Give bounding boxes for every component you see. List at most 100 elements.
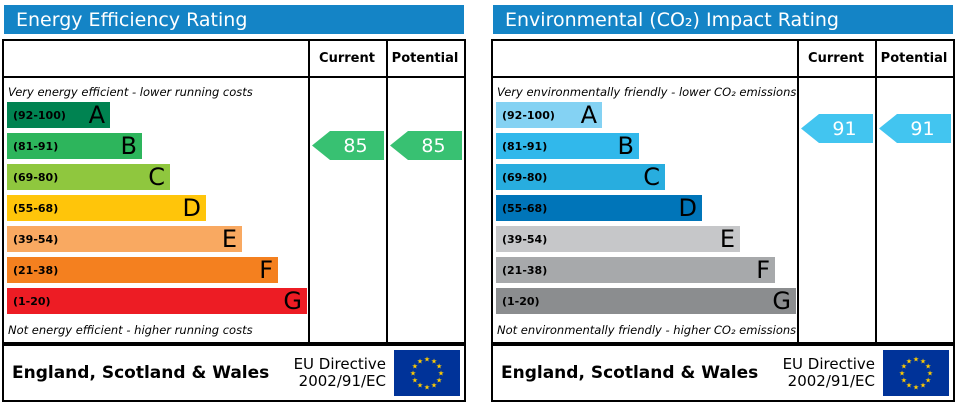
band-f: (21-38) F xyxy=(496,257,775,283)
band-letter: C xyxy=(643,163,660,191)
svg-text:★: ★ xyxy=(417,382,423,390)
svg-text:★: ★ xyxy=(438,370,444,378)
svg-text:★: ★ xyxy=(431,382,437,390)
svg-text:★: ★ xyxy=(925,377,931,385)
band-g: (1-20) G xyxy=(496,288,796,314)
bottom-caption: Not environmentally friendly - higher CO… xyxy=(497,323,797,337)
band-a: (92-100) A xyxy=(7,102,110,128)
panel-footer: England, Scotland & Wales EU Directive 2… xyxy=(2,344,466,402)
band-letter: A xyxy=(580,101,597,129)
svg-text:★: ★ xyxy=(431,357,437,365)
band-letter: G xyxy=(772,287,791,315)
band-letter: E xyxy=(719,225,735,253)
band-range: (69-80) xyxy=(502,170,548,184)
eu-directive-line2: 2002/91/EC xyxy=(298,372,386,390)
current-rating-value: 85 xyxy=(343,134,368,157)
svg-text:★: ★ xyxy=(920,357,926,365)
eu-directive-line2: 2002/91/EC xyxy=(787,372,875,390)
band-range: (55-68) xyxy=(13,201,59,215)
band-range: (81-91) xyxy=(13,139,59,153)
svg-text:★: ★ xyxy=(901,377,907,385)
potential-rating-value: 85 xyxy=(421,134,446,157)
potential-column-header: Potential xyxy=(880,51,948,66)
svg-text:★: ★ xyxy=(436,363,442,371)
panel-title: Environmental (CO₂) Impact Rating xyxy=(493,5,953,34)
band-range: (81-91) xyxy=(502,139,548,153)
svg-text:★: ★ xyxy=(925,363,931,371)
band-letter: D xyxy=(678,194,697,222)
top-caption: Very environmentally friendly - lower CO… xyxy=(497,85,797,99)
svg-text:★: ★ xyxy=(410,370,416,378)
band-letter: E xyxy=(221,225,237,253)
current-rating-value: 91 xyxy=(832,117,857,140)
bottom-caption: Not energy efficient - higher running co… xyxy=(8,323,253,337)
svg-text:★: ★ xyxy=(424,384,430,392)
band-b: (81-91) B xyxy=(496,133,639,159)
svg-text:★: ★ xyxy=(913,356,919,364)
eu-directive-text: EU Directive 2002/91/EC xyxy=(293,354,386,391)
band-a: (92-100) A xyxy=(496,102,602,128)
svg-text:★: ★ xyxy=(920,382,926,390)
table-divider xyxy=(2,76,466,78)
svg-text:★: ★ xyxy=(424,356,430,364)
band-range: (21-38) xyxy=(502,263,548,277)
environmental-impact-panel: Environmental (CO₂) Impact Rating Curren… xyxy=(489,0,957,404)
band-c: (69-80) C xyxy=(496,164,665,190)
top-caption: Very energy efficient - lower running co… xyxy=(8,85,253,99)
table-divider xyxy=(797,39,799,344)
table-divider xyxy=(308,39,310,344)
band-letter: F xyxy=(259,256,273,284)
svg-text:★: ★ xyxy=(906,357,912,365)
eu-directive-line1: EU Directive xyxy=(782,354,875,373)
energy-efficiency-panel: Energy Efficiency Rating Current Potenti… xyxy=(0,0,468,404)
current-column-header: Current xyxy=(319,51,375,66)
band-letter: B xyxy=(617,132,634,160)
eu-directive-line1: EU Directive xyxy=(293,354,386,373)
band-b: (81-91) B xyxy=(7,133,142,159)
band-range: (69-80) xyxy=(13,170,59,184)
current-column-header: Current xyxy=(808,51,864,66)
svg-text:★: ★ xyxy=(412,377,418,385)
band-range: (92-100) xyxy=(13,108,66,122)
current-rating-arrow: 91 xyxy=(801,114,873,143)
svg-text:★: ★ xyxy=(927,370,933,378)
svg-text:★: ★ xyxy=(436,377,442,385)
band-d: (55-68) D xyxy=(496,195,702,221)
svg-text:★: ★ xyxy=(906,382,912,390)
band-letter: B xyxy=(120,132,137,160)
svg-text:★: ★ xyxy=(899,370,905,378)
band-letter: G xyxy=(283,287,302,315)
band-range: (21-38) xyxy=(13,263,59,277)
band-e: (39-54) E xyxy=(496,226,740,252)
band-letter: F xyxy=(756,256,770,284)
table-divider xyxy=(491,76,955,78)
band-d: (55-68) D xyxy=(7,195,206,221)
band-range: (92-100) xyxy=(502,108,555,122)
region-label: England, Scotland & Wales xyxy=(12,363,270,383)
eu-flag-icon: ★ ★ ★ ★ ★ ★ ★ ★ ★ ★ ★ ★ xyxy=(394,350,460,396)
potential-rating-value: 91 xyxy=(910,117,935,140)
potential-column-header: Potential xyxy=(391,51,459,66)
svg-text:★: ★ xyxy=(417,357,423,365)
band-f: (21-38) F xyxy=(7,257,278,283)
svg-text:★: ★ xyxy=(901,363,907,371)
band-letter: C xyxy=(148,163,165,191)
band-range: (1-20) xyxy=(502,294,540,308)
band-letter: D xyxy=(182,194,201,222)
table-divider xyxy=(386,39,388,344)
region-label: England, Scotland & Wales xyxy=(501,363,759,383)
panel-title: Energy Efficiency Rating xyxy=(4,5,464,34)
band-letter: A xyxy=(88,101,105,129)
table-divider xyxy=(875,39,877,344)
eu-flag-icon: ★ ★ ★ ★ ★ ★ ★ ★ ★ ★ ★ ★ xyxy=(883,350,949,396)
panel-footer: England, Scotland & Wales EU Directive 2… xyxy=(491,344,955,402)
eu-directive-text: EU Directive 2002/91/EC xyxy=(782,354,875,391)
band-e: (39-54) E xyxy=(7,226,242,252)
band-c: (69-80) C xyxy=(7,164,170,190)
band-range: (55-68) xyxy=(502,201,548,215)
band-range: (39-54) xyxy=(502,232,548,246)
svg-text:★: ★ xyxy=(412,363,418,371)
band-range: (39-54) xyxy=(13,232,59,246)
band-g: (1-20) G xyxy=(7,288,307,314)
